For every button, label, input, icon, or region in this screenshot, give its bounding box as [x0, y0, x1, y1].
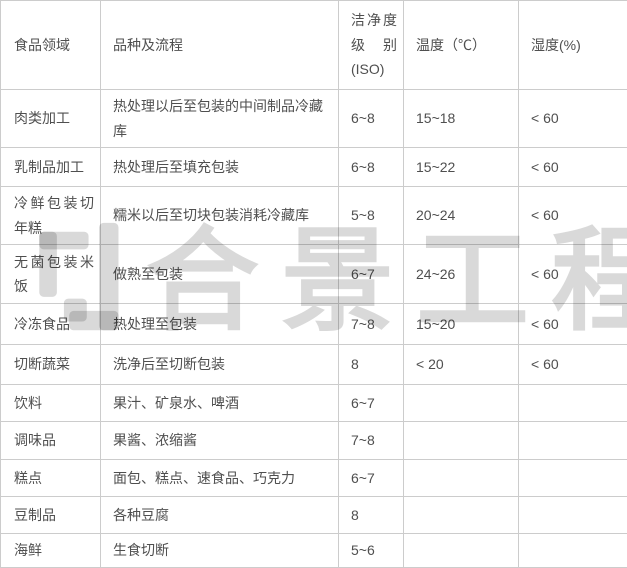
cell-temp — [404, 497, 519, 534]
cell-process: 糯米以后至切块包装消耗冷藏库 — [101, 187, 339, 245]
cell-humidity — [519, 497, 627, 534]
cell-temp: 15~22 — [404, 148, 519, 187]
cell-iso: 7~8 — [339, 304, 404, 345]
cell-iso: 6~7 — [339, 245, 404, 304]
cell-humidity: < 60 — [519, 90, 627, 148]
cell-process: 热处理后至填充包装 — [101, 148, 339, 187]
cell-domain: 乳制品加工 — [1, 148, 101, 187]
cell-process: 洗净后至切断包装 — [101, 345, 339, 385]
cell-domain: 海鲜 — [1, 534, 101, 568]
cell-humidity: < 60 — [519, 304, 627, 345]
cell-domain: 调味品 — [1, 422, 101, 460]
column-header-temp: 温度（℃） — [404, 1, 519, 90]
cell-temp — [404, 460, 519, 497]
cell-humidity: < 60 — [519, 148, 627, 187]
cell-iso: 8 — [339, 497, 404, 534]
cell-temp: < 20 — [404, 345, 519, 385]
cell-iso: 5~8 — [339, 187, 404, 245]
cell-iso: 5~6 — [339, 534, 404, 568]
cell-temp — [404, 534, 519, 568]
cell-process: 面包、糕点、速食品、巧克力 — [101, 460, 339, 497]
cell-domain: 豆制品 — [1, 497, 101, 534]
cell-humidity: < 60 — [519, 245, 627, 304]
cell-process: 热处理至包装 — [101, 304, 339, 345]
column-header-iso: 洁净度级别(ISO) — [339, 1, 404, 90]
cell-temp: 15~18 — [404, 90, 519, 148]
cell-iso: 7~8 — [339, 422, 404, 460]
cell-humidity — [519, 385, 627, 422]
cell-domain: 糕点 — [1, 460, 101, 497]
cell-temp — [404, 422, 519, 460]
cell-temp: 15~20 — [404, 304, 519, 345]
cell-domain: 肉类加工 — [1, 90, 101, 148]
cell-process: 热处理以后至包装的中间制品冷藏库 — [101, 90, 339, 148]
cell-temp: 20~24 — [404, 187, 519, 245]
cell-domain: 饮料 — [1, 385, 101, 422]
cell-process: 果酱、浓缩酱 — [101, 422, 339, 460]
cell-process: 做熟至包装 — [101, 245, 339, 304]
cell-domain: 切断蔬菜 — [1, 345, 101, 385]
cell-humidity — [519, 534, 627, 568]
cell-domain: 无菌包装米饭 — [1, 245, 101, 304]
column-header-humidity: 湿度(%) — [519, 1, 627, 90]
cell-iso: 6~8 — [339, 148, 404, 187]
cell-iso: 6~8 — [339, 90, 404, 148]
cell-process: 各种豆腐 — [101, 497, 339, 534]
cell-process: 果汁、矿泉水、啤酒 — [101, 385, 339, 422]
header-row: 食品领域品种及流程洁净度级别(ISO)温度（℃）湿度(%) — [1, 1, 627, 90]
cell-process: 生食切断 — [101, 534, 339, 568]
cell-humidity — [519, 422, 627, 460]
cell-iso: 6~7 — [339, 460, 404, 497]
column-header-domain: 食品领域 — [1, 1, 101, 90]
cell-temp — [404, 385, 519, 422]
cell-domain: 冷鲜包装切年糕 — [1, 187, 101, 245]
cell-humidity — [519, 460, 627, 497]
cell-iso: 8 — [339, 345, 404, 385]
cell-humidity: < 60 — [519, 345, 627, 385]
cell-iso: 6~7 — [339, 385, 404, 422]
cell-domain: 冷冻食品 — [1, 304, 101, 345]
column-header-process: 品种及流程 — [101, 1, 339, 90]
cell-humidity: < 60 — [519, 187, 627, 245]
cell-temp: 24~26 — [404, 245, 519, 304]
